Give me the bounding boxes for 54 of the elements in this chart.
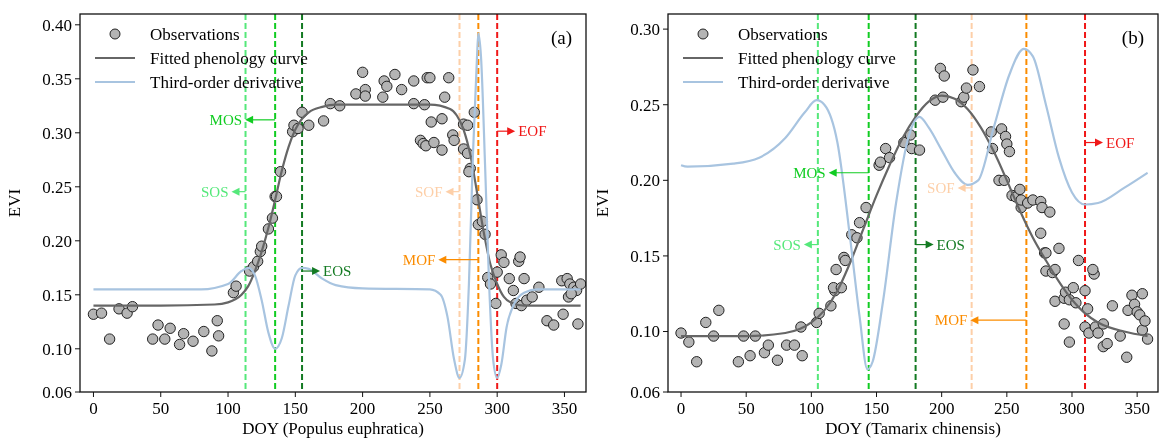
x-tick-label: 250 <box>994 399 1020 418</box>
y-tick-label: 0.15 <box>42 285 72 305</box>
ref-line-label: SOF <box>927 180 955 197</box>
x-tick-label: 0 <box>89 399 98 418</box>
ref-line-label: SOF <box>414 183 443 200</box>
x-tick-label: 300 <box>1059 399 1085 418</box>
ref-line-label: EOS <box>936 236 965 253</box>
y-tick-label: 0.06 <box>630 382 660 402</box>
y-tick-label: 0.20 <box>630 171 660 191</box>
ref-line-label: MOF <box>402 251 436 268</box>
legend-label: Fitted phenology curve <box>738 48 896 68</box>
x-tick-label: 0 <box>676 399 686 418</box>
y-tick-label: 0.30 <box>42 123 72 143</box>
ref-line-label: MOS <box>793 165 826 182</box>
ref-line-label: SOS <box>773 236 801 253</box>
ref-line-label: EOS <box>323 263 352 280</box>
x-tick-label: 150 <box>863 399 890 418</box>
legend-label: Third-order derivative <box>150 72 302 92</box>
y-tick-label: 0.25 <box>630 95 660 115</box>
x-axis-title: DOY (Tamarix chinensis) <box>825 419 1001 438</box>
ref-line-label: MOS <box>209 112 243 129</box>
ref-line-label: EOF <box>1106 134 1135 151</box>
y-tick-label: 0.40 <box>42 15 72 35</box>
y-tick-label: 0.15 <box>630 246 660 266</box>
annotation: (b) <box>1121 27 1144 49</box>
y-tick-label: 0.25 <box>42 177 72 197</box>
y-tick-label: 0.10 <box>630 322 660 342</box>
y-axis-title: EVI <box>593 188 612 218</box>
x-tick-label: 100 <box>798 399 825 418</box>
x-tick-label: 200 <box>928 399 955 418</box>
ref-line-label: EOF <box>518 123 547 140</box>
ref-line-label: SOS <box>201 183 229 200</box>
x-tick-label: 250 <box>417 399 443 418</box>
y-tick-label: 0.10 <box>42 339 72 359</box>
y-tick-label: 0.06 <box>42 382 72 402</box>
annotation: (a) <box>550 27 572 49</box>
ref-line-label: MOF <box>934 312 968 329</box>
x-tick-label: 150 <box>282 399 309 418</box>
legend-label: Observations <box>738 24 828 44</box>
x-tick-label: 200 <box>349 399 376 418</box>
x-tick-label: 350 <box>551 399 578 418</box>
y-axis-title: EVI <box>5 188 24 218</box>
y-tick-label: 0.35 <box>42 69 72 89</box>
legend-label: Fitted phenology curve <box>150 48 308 68</box>
x-axis-title: DOY (Populus euphratica) <box>242 419 424 438</box>
y-tick-label: 0.30 <box>630 20 660 40</box>
x-tick-label: 50 <box>152 399 170 418</box>
legend-label: Third-order derivative <box>738 72 890 92</box>
x-tick-label: 100 <box>215 399 241 418</box>
x-tick-label: 300 <box>484 399 510 418</box>
x-tick-label: 50 <box>737 399 755 418</box>
legend-label: Observations <box>150 24 240 44</box>
x-tick-label: 350 <box>1124 399 1150 418</box>
y-tick-label: 0.20 <box>42 231 72 251</box>
